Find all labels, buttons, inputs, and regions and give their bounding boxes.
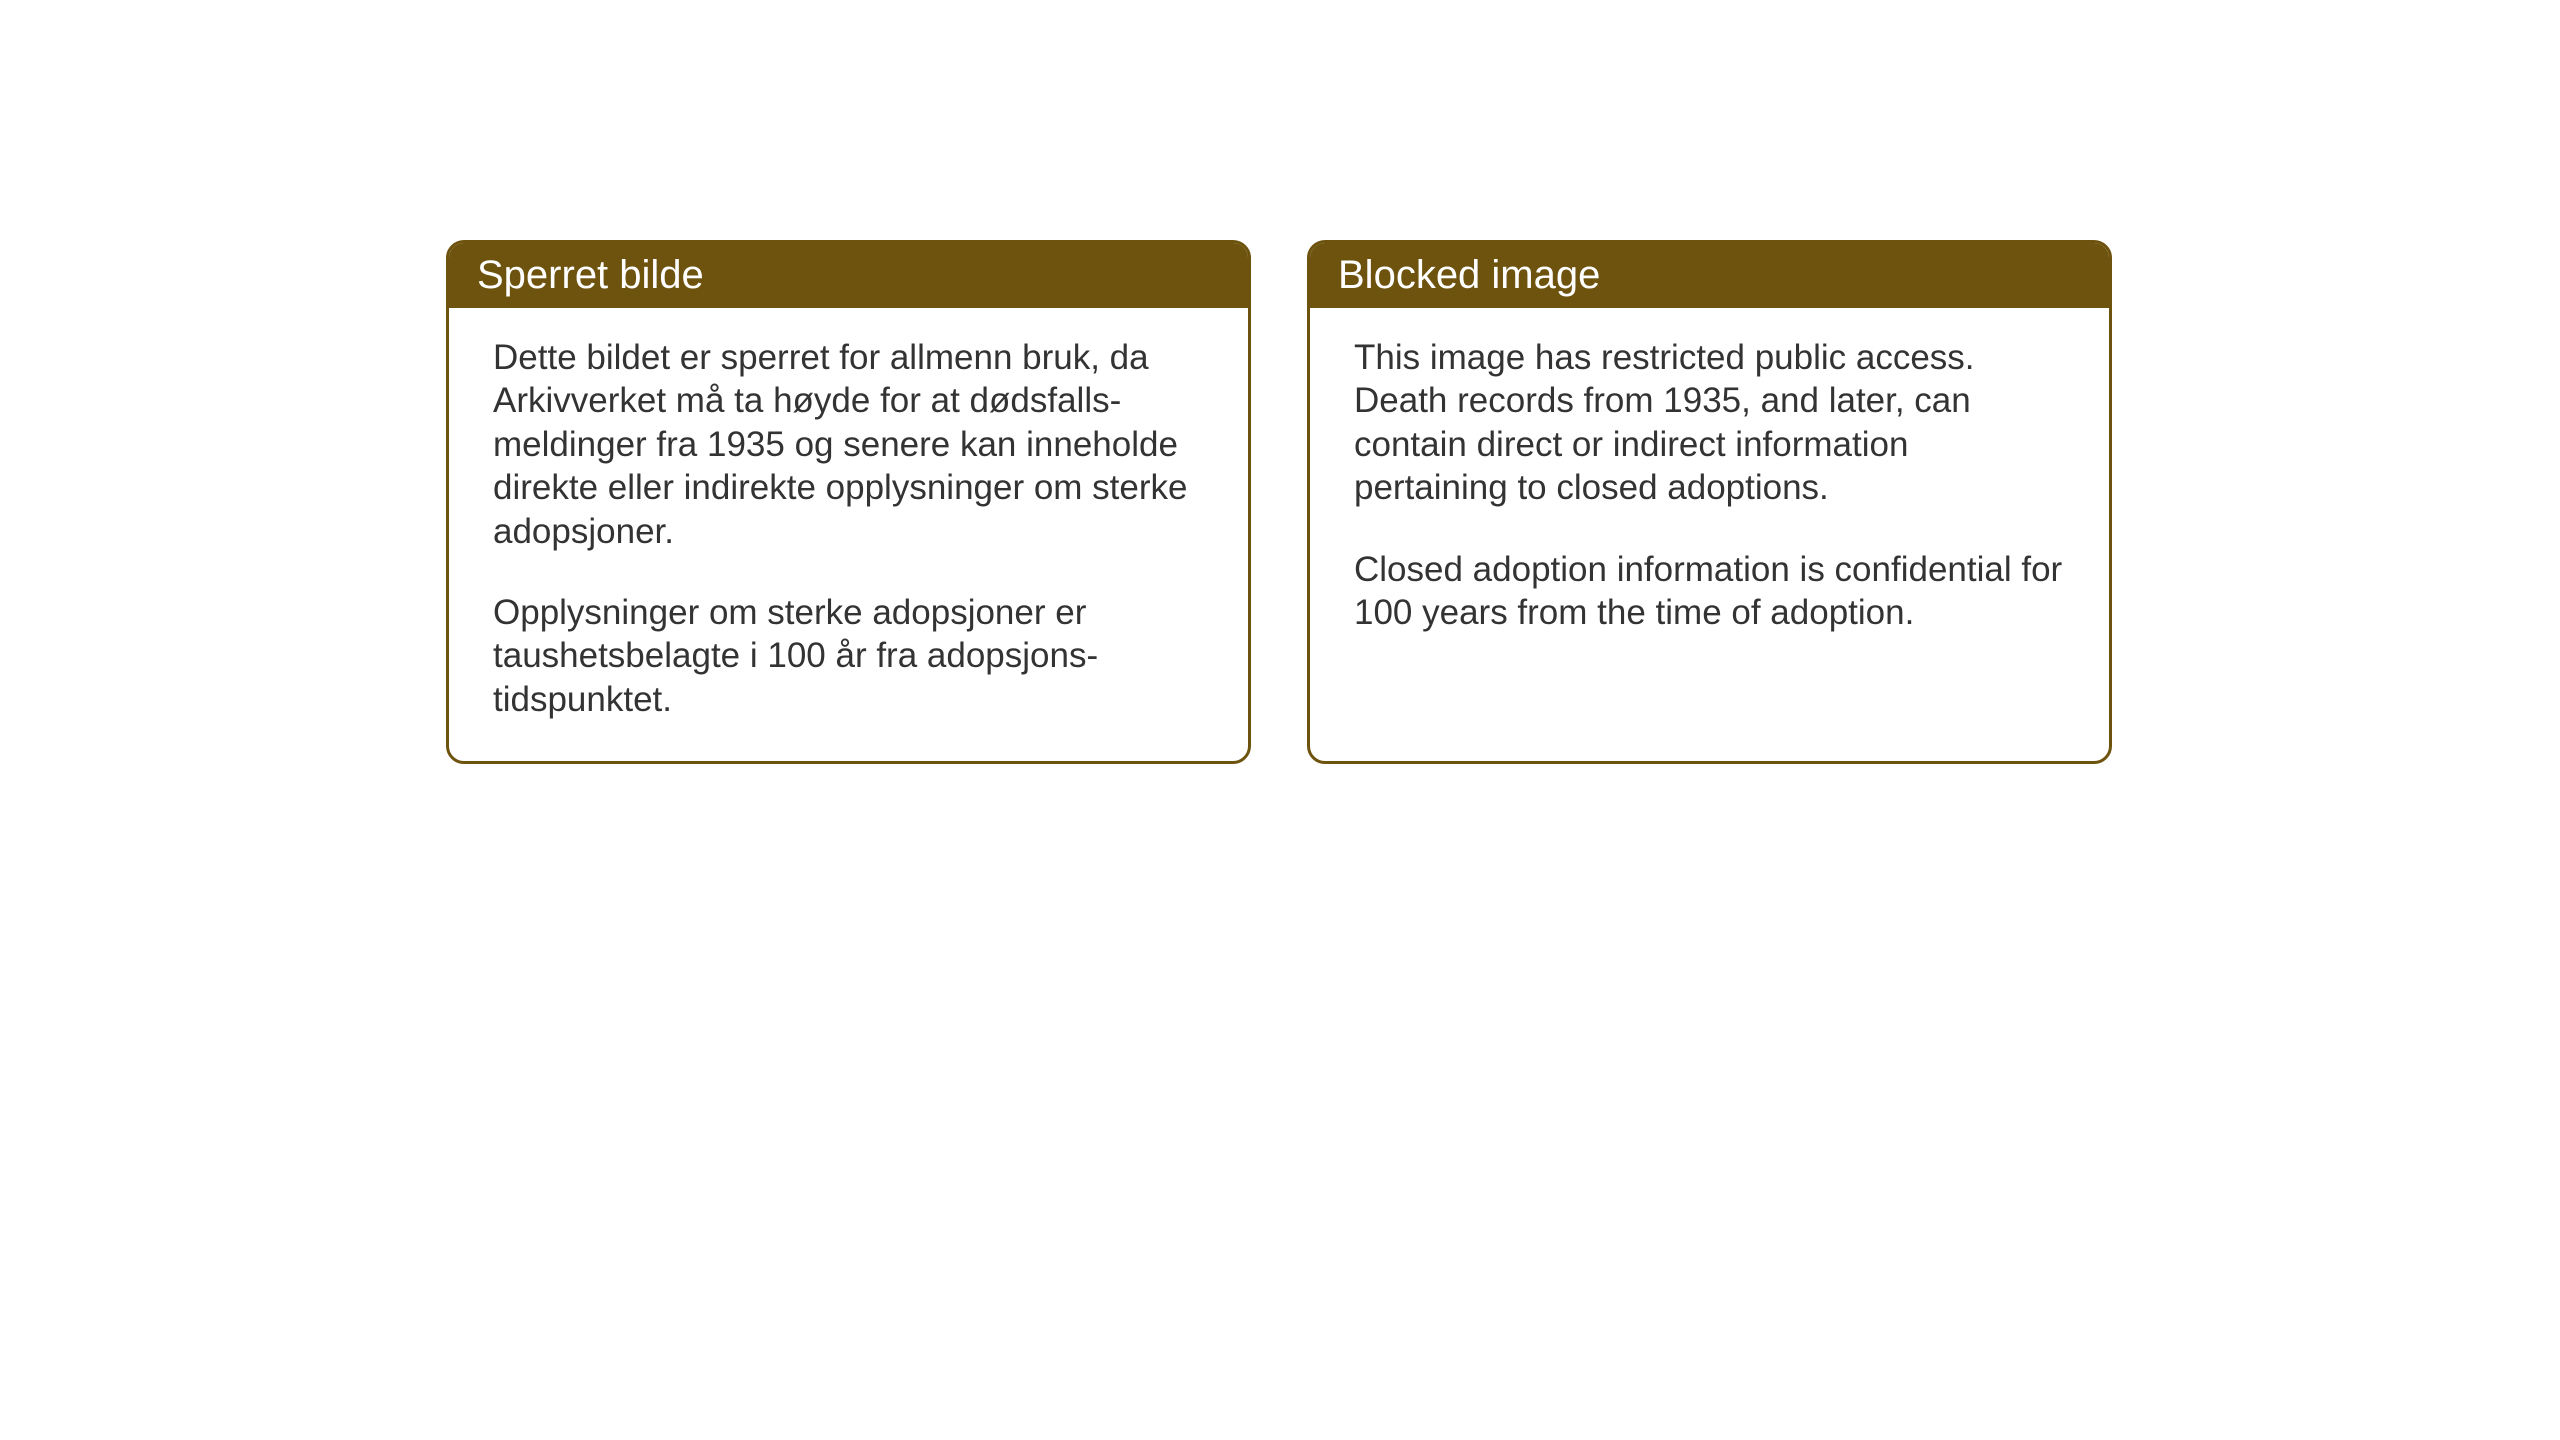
card-english-body: This image has restricted public access.… [1310,308,2109,674]
card-norwegian: Sperret bilde Dette bildet er sperret fo… [446,240,1251,764]
card-english-header: Blocked image [1310,243,2109,308]
card-norwegian-title: Sperret bilde [477,253,704,297]
card-english-paragraph1: This image has restricted public access.… [1354,336,2065,510]
card-norwegian-body: Dette bildet er sperret for allmenn bruk… [449,308,1248,761]
card-norwegian-header: Sperret bilde [449,243,1248,308]
card-english-title: Blocked image [1338,253,1600,297]
card-english: Blocked image This image has restricted … [1307,240,2112,764]
card-norwegian-paragraph1: Dette bildet er sperret for allmenn bruk… [493,336,1204,553]
cards-container: Sperret bilde Dette bildet er sperret fo… [446,240,2112,764]
card-english-paragraph2: Closed adoption information is confident… [1354,548,2065,635]
card-norwegian-paragraph2: Opplysninger om sterke adopsjoner er tau… [493,591,1204,721]
